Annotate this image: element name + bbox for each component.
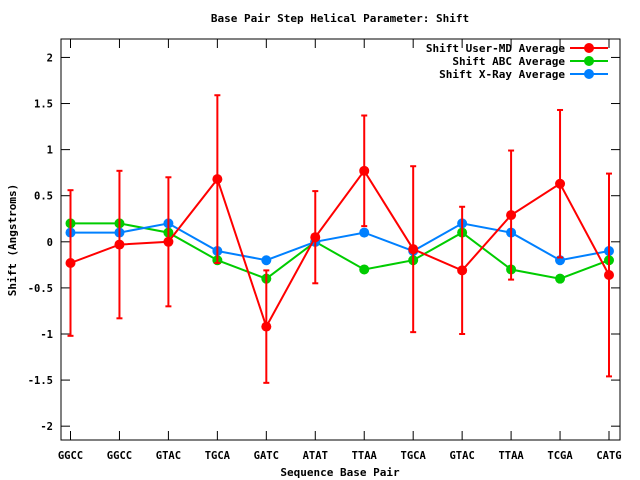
y-tick-label: 0 [47,237,53,249]
legend-label: Shift User-MD Average [426,42,565,55]
series-0 [65,94,614,384]
x-tick-label: GATC [254,450,279,462]
x-tick-label: TCGA [547,450,573,462]
legend-marker [584,69,594,79]
x-tick-label: GGCC [58,450,83,462]
series-2 [65,218,614,266]
x-tick-label: GTAC [449,450,474,462]
x-tick-label: GGCC [107,450,132,462]
x-tick-label: ATAT [303,450,328,462]
data-point [408,244,419,255]
data-point [261,321,272,332]
y-tick-label: -0.5 [28,283,53,295]
data-point [555,273,566,284]
y-tick-label: -1.5 [28,375,53,387]
y-axis-label: Shift (Angstroms) [6,184,19,297]
data-point [65,258,76,269]
legend-marker [584,43,594,53]
x-tick-label: CATG [596,450,621,462]
series-line [70,222,610,262]
data-point [261,255,272,266]
x-tick-label: TTAA [498,450,524,462]
series-line [70,169,610,330]
data-point [114,239,125,250]
x-axis-label: Sequence Base Pair [280,466,400,479]
y-tick-label: 1.5 [34,99,53,111]
legend-label: Shift ABC Average [452,55,565,68]
data-point [359,227,370,238]
legend-label: Shift X-Ray Average [439,68,565,81]
y-tick-label: 2 [47,52,53,64]
series-layer [65,94,614,384]
x-tick-label: TTAA [352,450,378,462]
data-point [604,269,614,280]
chart-title: Base Pair Step Helical Parameter: Shift [211,12,469,25]
data-point [457,265,468,276]
y-tick-label: 1 [47,145,53,157]
data-point [163,236,174,247]
y-tick-label: 0.5 [34,191,53,203]
x-tick-label: TGCA [205,450,231,462]
axes [60,38,621,441]
data-point [555,178,566,189]
data-point [310,232,321,243]
x-axis-ticks: GGCC GGCC GTAC TGCA GATC ATAT TTAA TGCA GTAC TTAA… [58,39,622,462]
data-point [212,174,223,185]
y-tick-label: -2 [40,421,53,433]
y-axis-ticks: 2 1.5 1 0.5 0 -0.5 -1 -1.5 -2 [28,52,620,433]
x-tick-label: TGCA [401,450,427,462]
data-point [359,165,370,176]
plot-frame [60,38,621,441]
legend-marker [584,56,594,66]
data-point [506,210,517,221]
x-tick-label: GTAC [156,450,181,462]
series-line [70,222,610,280]
data-point [359,264,370,275]
y-tick-label: -1 [40,329,53,341]
